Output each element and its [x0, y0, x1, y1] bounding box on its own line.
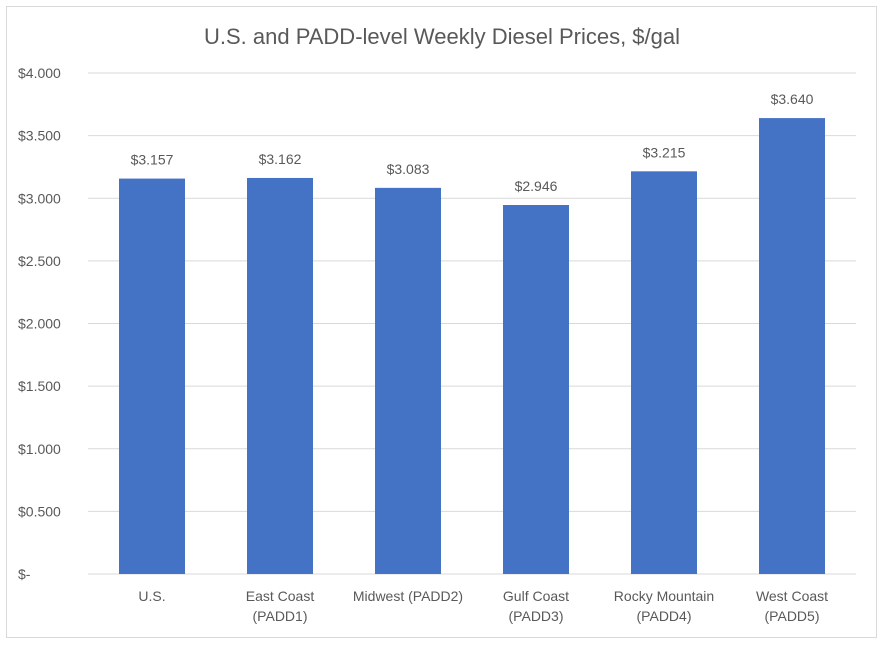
- x-tick-label: (PADD4): [637, 608, 692, 624]
- bar: [119, 178, 185, 574]
- data-label: $3.157: [131, 152, 174, 168]
- bars: [119, 118, 825, 575]
- bar: [631, 171, 697, 575]
- data-labels: $3.157 $3.162 $3.083 $2.946 $3.215 $3.640: [131, 91, 814, 194]
- x-tick-label: Gulf Coast: [503, 588, 569, 604]
- x-tick-label: Midwest (PADD2): [353, 588, 463, 604]
- data-label: $3.215: [643, 144, 686, 160]
- x-tick-label: West Coast: [756, 588, 828, 604]
- data-label: $3.083: [387, 161, 430, 177]
- y-tick-label: $2.000: [18, 316, 61, 332]
- y-tick-label: $1.000: [18, 441, 61, 457]
- x-axis-ticks: U.S. East Coast (PADD1) Midwest (PADD2) Gulf…: [138, 588, 828, 624]
- x-tick-label: East Coast: [246, 588, 315, 604]
- y-axis-ticks: $- $0.500 $1.000 $1.500 $2.000 $2.500 $3.000 $3…: [18, 65, 61, 582]
- data-label: $3.162: [259, 151, 302, 167]
- x-tick-label: (PADD3): [509, 608, 564, 624]
- y-tick-label: $-: [18, 566, 31, 582]
- y-tick-label: $3.500: [18, 128, 61, 144]
- y-tick-label: $2.500: [18, 253, 61, 269]
- x-tick-label: U.S.: [138, 588, 165, 604]
- y-tick-label: $1.500: [18, 378, 61, 394]
- chart-frame: [6, 6, 877, 638]
- data-label: $2.946: [515, 178, 558, 194]
- y-tick-label: $4.000: [18, 65, 61, 81]
- bar: [247, 177, 313, 574]
- x-tick-label: (PADD1): [253, 608, 308, 624]
- chart-title: U.S. and PADD-level Weekly Diesel Prices…: [204, 24, 680, 49]
- data-label: $3.640: [771, 91, 814, 107]
- x-tick-label: Rocky Mountain: [614, 588, 714, 604]
- gridlines: [88, 72, 856, 575]
- y-tick-label: $0.500: [18, 503, 61, 519]
- y-tick-label: $3.000: [18, 190, 61, 206]
- bar: [375, 187, 441, 574]
- bar: [759, 118, 825, 574]
- x-tick-label: (PADD5): [765, 608, 820, 624]
- bar: [503, 205, 569, 575]
